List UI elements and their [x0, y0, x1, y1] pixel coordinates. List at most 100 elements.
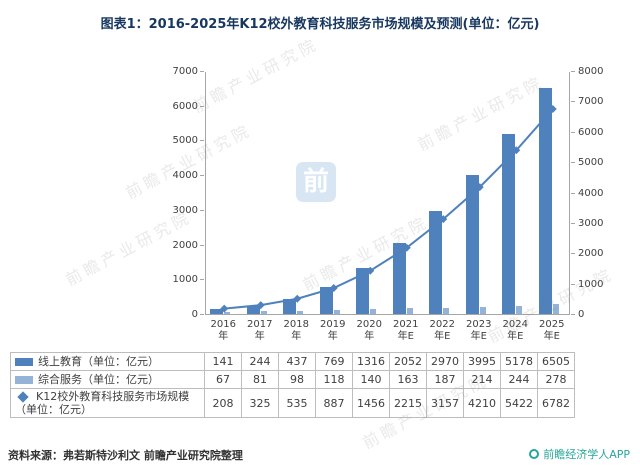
line-marker-diamond — [439, 215, 448, 224]
value-cell: 2970 — [426, 352, 464, 371]
value-cell: 887 — [315, 388, 353, 418]
left-axis-tick-label: 5000 — [172, 135, 198, 147]
source-note: 资料来源：弗若斯特沙利文 前瞻产业研究院整理 — [8, 449, 243, 462]
value-cell: 769 — [315, 352, 353, 371]
value-cell: 141 — [204, 352, 242, 371]
left-axis-tick-label: 3000 — [172, 204, 198, 216]
right-axis-tick-label: 7000 — [578, 96, 604, 108]
value-cell: 214 — [463, 370, 501, 389]
data-table-body: 线上教育（单位：亿元） 141 244 437 769 1316 2052 2970 3995 5… — [10, 352, 575, 418]
series-label: K12校外教育科技服务市场规模（单位：亿元） — [15, 390, 190, 416]
bar-integrated-services — [224, 311, 231, 314]
x-axis-label: 2017 年 — [247, 319, 273, 342]
value-cell: 1316 — [352, 352, 390, 371]
left-axis-tickmark — [200, 175, 204, 177]
bar-online-education — [356, 268, 370, 314]
bar-online-education — [538, 88, 552, 314]
bar-integrated-services — [370, 309, 377, 314]
brand-logo-icon — [529, 449, 540, 459]
series-label: 线上教育（单位：亿元） — [38, 355, 159, 368]
k12-total-line — [220, 104, 557, 313]
table-row: K12校外教育科技服务市场规模（单位：亿元） 208 325 535 887 1456 22… — [10, 388, 575, 418]
bar-online-education — [246, 305, 260, 314]
left-axis-tick-label: 2000 — [172, 239, 198, 251]
right-axis-tickmark — [571, 131, 575, 133]
line-marker-diamond — [402, 243, 411, 252]
bar-online-education — [319, 287, 333, 314]
value-cell: 1456 — [352, 388, 390, 418]
x-axis-label: 2020 年 — [356, 319, 382, 342]
left-axis-tick-label: 4000 — [172, 170, 198, 182]
page-title: 图表1：2016-2025年K12校外教育科技服务市场规模及预测(单位：亿元) — [100, 17, 540, 32]
bar-online-education — [502, 134, 516, 314]
brand-link: 前瞻经济学人APP — [529, 446, 630, 462]
brand-label: 前瞻经济学人APP — [543, 448, 630, 461]
left-axis-tick-label: 6000 — [172, 100, 198, 112]
value-cell: 3157 — [426, 388, 464, 418]
x-axis-label: 2019 年 — [320, 319, 346, 342]
right-axis-tick-label: 2000 — [578, 248, 604, 260]
right-axis-tick-label: 1000 — [578, 278, 604, 290]
series-label-cell: 综合服务（单位：亿元） — [10, 370, 205, 389]
value-cell: 81 — [241, 370, 279, 389]
value-cell: 118 — [315, 370, 353, 389]
x-axis-label: 2025 年E — [539, 319, 565, 342]
bar-online-education — [210, 309, 224, 314]
bar-online-education — [283, 298, 297, 314]
value-cell: 208 — [204, 388, 242, 418]
line-marker-diamond — [366, 266, 375, 275]
value-cell: 187 — [426, 370, 464, 389]
value-cell: 325 — [241, 388, 279, 418]
value-cell: 3995 — [463, 352, 501, 371]
bar-online-education — [429, 210, 443, 314]
value-cell: 6782 — [537, 388, 575, 418]
value-cell: 5422 — [500, 388, 538, 418]
series-label-cell: 线上教育（单位：亿元） — [10, 352, 205, 371]
value-cell: 98 — [278, 370, 316, 389]
right-axis-tickmark — [571, 162, 575, 164]
right-axis-tick-label: 8000 — [578, 66, 604, 77]
right-axis-tick-label: 5000 — [578, 157, 604, 169]
right-axis-tickmark — [571, 101, 575, 103]
line-marker-diamond — [512, 146, 521, 155]
value-cell: 437 — [278, 352, 316, 371]
x-axis-label: 2022 年E — [429, 319, 455, 342]
bar-integrated-services — [297, 310, 304, 314]
x-axis-label: 2016 年 — [210, 319, 236, 342]
value-cell: 6505 — [537, 352, 575, 371]
right-axis-tickmark — [571, 222, 575, 224]
right-axis-tickmark — [571, 283, 575, 285]
left-axis-tickmark — [200, 209, 204, 211]
x-axis-label: 2018 年 — [283, 319, 309, 342]
value-cell: 244 — [241, 352, 279, 371]
value-cell: 163 — [389, 370, 427, 389]
left-axis-tickmark — [200, 314, 204, 315]
data-table: 线上教育（单位：亿元） 141 244 437 769 1316 2052 2970 3995 5… — [10, 352, 575, 418]
value-cell: 2215 — [389, 388, 427, 418]
bar-online-education — [392, 242, 406, 314]
left-axis-tickmark — [200, 105, 204, 107]
x-axis-label: 2023 年E — [466, 319, 492, 342]
value-cell: 5178 — [500, 352, 538, 371]
right-axis-tickmark — [571, 192, 575, 194]
series-label: 综合服务（单位：亿元） — [38, 373, 159, 386]
value-cell: 67 — [204, 370, 242, 389]
right-axis-tick-label: 4000 — [578, 187, 604, 199]
line-marker-diamond — [475, 183, 484, 192]
bar-integrated-services — [406, 308, 413, 314]
bar-integrated-services — [260, 311, 267, 314]
left-axis-tickmark — [200, 244, 204, 246]
left-axis-tick-label: 0 — [191, 309, 198, 320]
line-marker-diamond — [329, 284, 338, 293]
right-axis-tickmark — [571, 253, 575, 255]
left-axis-tickmark — [200, 279, 204, 281]
value-cell: 4210 — [463, 388, 501, 418]
line-marker-diamond — [256, 301, 265, 310]
table-row: 线上教育（单位：亿元） 141 244 437 769 1316 2052 2970 3995 5… — [10, 352, 575, 371]
line-marker-swatch — [17, 391, 29, 403]
right-axis-tick-label: 6000 — [578, 126, 604, 138]
bar-integrated-services — [333, 309, 340, 314]
left-axis-tick-label: 1000 — [172, 274, 198, 286]
plot-area — [205, 72, 570, 315]
left-axis-tickmark — [200, 71, 204, 72]
